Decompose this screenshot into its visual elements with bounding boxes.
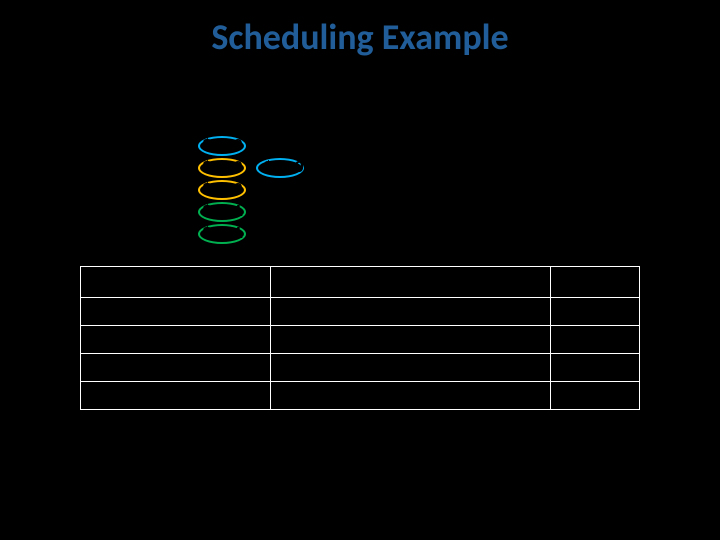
- table-header-row: ALU/branch Load/store cycle: [81, 267, 640, 298]
- table-cell: [81, 354, 271, 382]
- code-line: bne $s 1, $zero, Loop # branch $s 1!=0: [90, 224, 690, 246]
- table-cell: [550, 382, 639, 410]
- table-cell: [271, 326, 551, 354]
- schedule-table: ALU/branch Load/store cycle: [80, 266, 640, 410]
- table-cell: [271, 298, 551, 326]
- slide: Scheduling Example Schedule this for dua…: [0, 0, 720, 540]
- table-cell: [271, 382, 551, 410]
- table-cell: [271, 354, 551, 382]
- col-header-cycle: cycle: [550, 267, 639, 298]
- code-line: addi $s 1, $s 1, –4 # decrement pointer: [90, 202, 690, 224]
- col-header-alu: ALU/branch: [81, 267, 271, 298]
- table-row: [81, 354, 640, 382]
- table-row: [81, 382, 640, 410]
- code-line: sw $t 0, 0($s 1) # store result: [90, 180, 690, 202]
- table-cell: [550, 354, 639, 382]
- slide-title: Scheduling Example: [30, 15, 690, 59]
- schedule-table-wrap: ALU/branch Load/store cycle: [80, 266, 640, 410]
- code-block: Loop: lw $t 0, 0($s 1) # $t 0=array elem…: [90, 136, 690, 246]
- code-line: addu $t 0, $t 0, $s 2 # add scalar in $s…: [90, 158, 690, 180]
- table-cell: [81, 326, 271, 354]
- code-line: Loop: lw $t 0, 0($s 1) # $t 0=array elem…: [90, 136, 690, 158]
- table-body: [81, 298, 640, 410]
- table-row: [81, 326, 640, 354]
- slide-subtitle: Schedule this for dual-issue MIPS: [35, 79, 690, 111]
- table-cell: [81, 382, 271, 410]
- table-cell: [550, 298, 639, 326]
- table-row: [81, 298, 640, 326]
- table-cell: [550, 326, 639, 354]
- col-header-loadstore: Load/store: [271, 267, 551, 298]
- table-cell: [81, 298, 271, 326]
